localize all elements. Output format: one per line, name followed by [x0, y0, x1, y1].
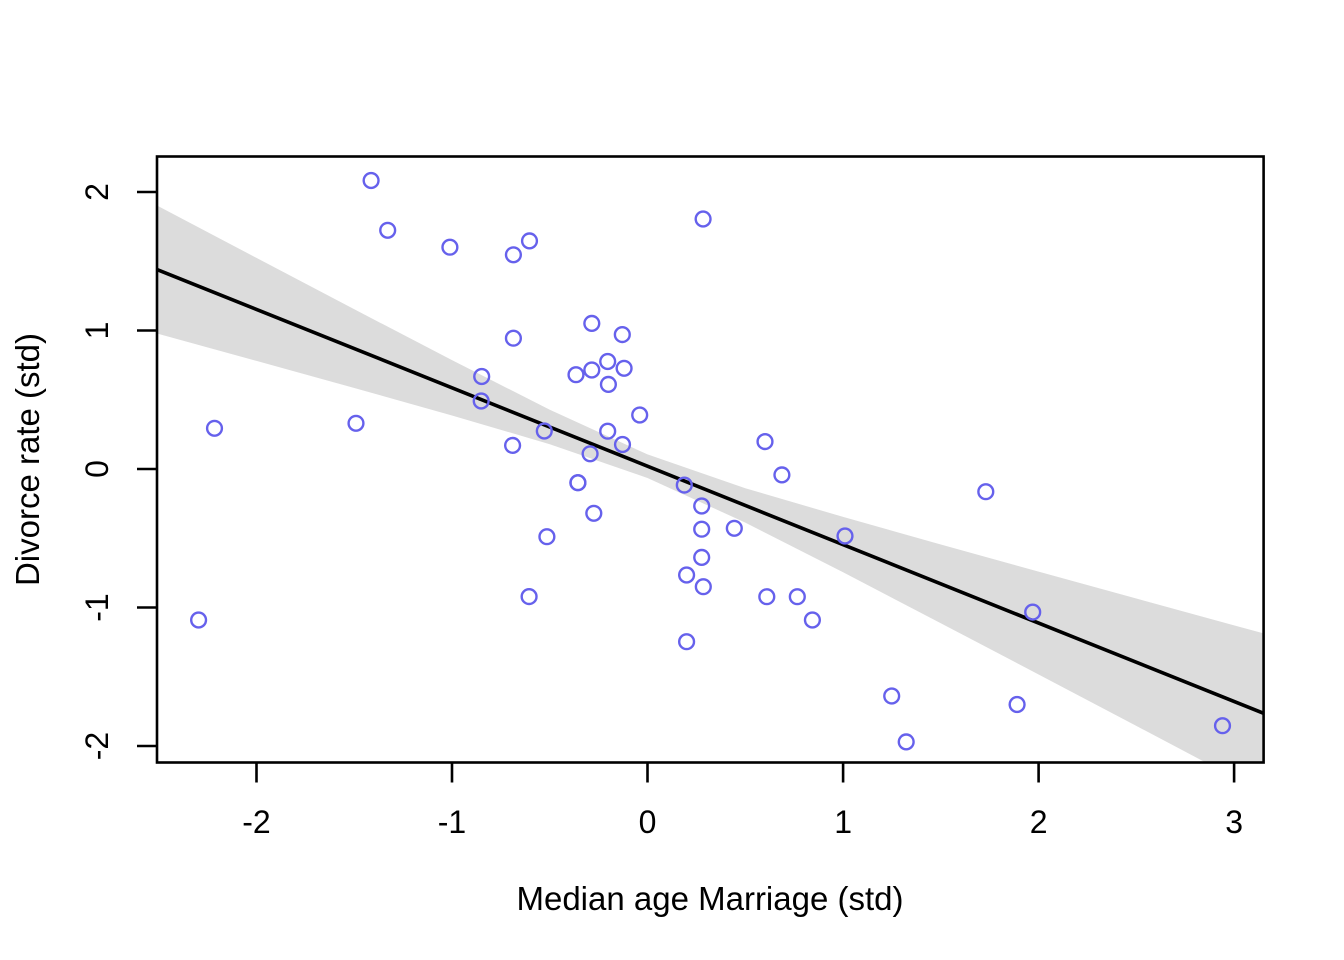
x-axis-ticks: -2 -1 0 1 2 3 [242, 762, 1243, 840]
data-point [977, 483, 995, 501]
data-point [1008, 695, 1026, 714]
data-point [677, 566, 696, 584]
regression-line [157, 267, 1264, 716]
data-point [599, 352, 617, 371]
y-tick-label: 0 [79, 460, 115, 478]
data-point [585, 504, 603, 522]
data-point [583, 314, 601, 333]
data-point [520, 587, 538, 606]
y-tick-label: 2 [79, 183, 115, 201]
data-point [677, 633, 696, 651]
x-tick-label: -2 [242, 804, 270, 840]
data-points-layer [190, 171, 1232, 751]
confidence-band-layer [157, 205, 1264, 763]
data-point [599, 422, 617, 440]
data-point [569, 474, 587, 492]
data-point [788, 588, 806, 606]
data-point [1024, 603, 1042, 621]
data-point [773, 466, 791, 484]
x-tick-label: 3 [1225, 804, 1243, 840]
y-tick-label: -1 [79, 593, 115, 621]
y-tick-label: 1 [79, 322, 115, 340]
y-axis-ticks: -2 -1 0 1 2 [79, 183, 157, 760]
x-tick-label: 1 [834, 804, 852, 840]
data-point [441, 238, 459, 256]
data-point [190, 611, 208, 629]
data-point [675, 476, 693, 494]
data-point [613, 326, 631, 344]
data-point [379, 221, 397, 239]
confidence-band [157, 205, 1264, 763]
data-point [567, 366, 585, 384]
data-point [472, 392, 490, 410]
data-point [535, 422, 553, 440]
data-point [836, 527, 854, 545]
data-point [803, 611, 822, 629]
data-point [756, 433, 774, 451]
x-tick-label: 2 [1030, 804, 1048, 840]
data-point [694, 210, 712, 228]
data-point [693, 520, 711, 538]
data-point [504, 246, 523, 264]
data-point [1213, 717, 1232, 735]
data-point [599, 375, 618, 394]
data-point [758, 588, 776, 606]
data-point [694, 578, 712, 596]
regression-line-layer [157, 267, 1264, 716]
data-point [693, 548, 711, 567]
data-point [504, 329, 523, 347]
data-point [581, 445, 599, 463]
x-tick-label: 0 [639, 804, 657, 840]
data-point [631, 406, 649, 424]
data-point [583, 361, 601, 379]
y-axis-title: Divorce rate (std) [9, 333, 46, 586]
data-point [473, 367, 491, 386]
data-point [883, 687, 901, 705]
data-point [725, 519, 743, 537]
plot-border [155, 155, 1265, 764]
data-point [205, 419, 224, 437]
data-point [897, 733, 915, 751]
x-axis-title: Median age Marriage (std) [516, 880, 903, 917]
data-point [693, 497, 711, 515]
y-tick-label: -2 [79, 732, 115, 760]
data-point [615, 359, 633, 377]
data-point [538, 528, 556, 546]
data-point [520, 232, 539, 250]
data-point [613, 435, 632, 454]
data-point [362, 171, 380, 190]
data-point [347, 414, 365, 432]
data-point [503, 436, 522, 455]
x-tick-label: -1 [438, 804, 466, 840]
